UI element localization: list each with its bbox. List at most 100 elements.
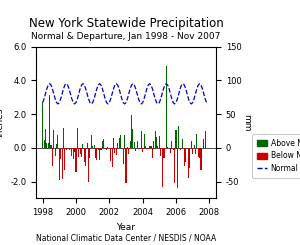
Bar: [107, 147, 109, 148]
Bar: [56, 144, 57, 148]
Bar: [142, 148, 143, 152]
Bar: [85, 148, 86, 166]
Bar: [156, 137, 157, 148]
Bar: [128, 148, 129, 154]
Bar: [184, 148, 185, 166]
Bar: [116, 148, 117, 155]
X-axis label: Year: Year: [116, 223, 136, 232]
Bar: [135, 148, 136, 151]
Bar: [89, 148, 90, 158]
Bar: [160, 148, 161, 156]
Y-axis label: mm: mm: [242, 114, 251, 131]
Bar: [73, 148, 74, 159]
Bar: [192, 148, 193, 154]
Bar: [174, 148, 175, 183]
Bar: [125, 148, 127, 183]
Bar: [77, 128, 78, 148]
Bar: [105, 148, 106, 149]
Bar: [138, 148, 139, 149]
Bar: [166, 66, 167, 148]
Bar: [198, 148, 199, 157]
Bar: [82, 145, 83, 148]
Bar: [60, 148, 61, 159]
Bar: [194, 145, 195, 148]
Bar: [149, 146, 150, 148]
Bar: [67, 148, 68, 149]
Bar: [102, 141, 103, 148]
Bar: [200, 148, 202, 170]
Bar: [124, 135, 125, 148]
Bar: [78, 148, 79, 157]
Bar: [134, 142, 135, 148]
Bar: [164, 148, 165, 158]
Bar: [113, 138, 114, 148]
Bar: [81, 148, 82, 157]
Bar: [163, 148, 164, 159]
Text: Normal & Departure, Jan 1998 - Nov 2007: Normal & Departure, Jan 1998 - Nov 2007: [31, 32, 221, 41]
Bar: [84, 148, 85, 162]
Bar: [98, 148, 99, 150]
Bar: [141, 131, 142, 148]
Bar: [48, 143, 49, 148]
Bar: [123, 148, 124, 164]
Bar: [171, 141, 172, 148]
Bar: [61, 148, 63, 179]
Bar: [139, 148, 140, 149]
Bar: [92, 146, 93, 148]
Bar: [177, 148, 178, 188]
Bar: [87, 143, 88, 148]
Bar: [131, 115, 132, 148]
Bar: [151, 146, 152, 148]
Legend: Above Normal, Below Normal, Normal: Above Normal, Below Normal, Normal: [252, 134, 300, 178]
Bar: [169, 148, 170, 149]
Bar: [188, 148, 189, 178]
Text: New York Statewide Precipitation: New York Statewide Precipitation: [28, 17, 224, 30]
Bar: [189, 148, 190, 168]
Bar: [103, 139, 104, 148]
Bar: [53, 130, 54, 148]
Bar: [55, 148, 56, 156]
Bar: [187, 148, 188, 149]
Bar: [66, 148, 67, 150]
Bar: [118, 138, 120, 148]
Bar: [57, 135, 59, 148]
Bar: [205, 131, 206, 148]
Bar: [71, 148, 72, 156]
Bar: [199, 148, 200, 158]
Bar: [154, 131, 156, 148]
Bar: [68, 148, 70, 150]
Bar: [63, 128, 64, 148]
Bar: [180, 148, 181, 150]
Bar: [121, 148, 122, 149]
Bar: [146, 148, 147, 149]
Bar: [106, 148, 107, 149]
Bar: [95, 148, 96, 158]
Y-axis label: Inches: Inches: [0, 108, 4, 137]
Bar: [49, 96, 50, 148]
Bar: [74, 148, 75, 152]
Bar: [70, 148, 71, 149]
Bar: [64, 148, 65, 170]
Bar: [152, 148, 153, 158]
Bar: [42, 102, 43, 148]
Bar: [136, 141, 138, 148]
Bar: [80, 148, 81, 154]
Bar: [45, 129, 46, 148]
Bar: [110, 148, 111, 160]
Bar: [178, 126, 179, 148]
Bar: [145, 146, 146, 148]
Bar: [181, 148, 182, 149]
Bar: [114, 148, 116, 153]
Bar: [50, 145, 52, 148]
Bar: [153, 141, 154, 148]
Bar: [44, 140, 45, 148]
Bar: [52, 148, 53, 166]
Bar: [182, 139, 184, 148]
Bar: [100, 148, 101, 150]
Bar: [88, 148, 89, 182]
Bar: [195, 148, 196, 154]
Bar: [46, 143, 47, 148]
Bar: [91, 135, 92, 148]
Bar: [191, 141, 192, 148]
Bar: [173, 148, 174, 150]
